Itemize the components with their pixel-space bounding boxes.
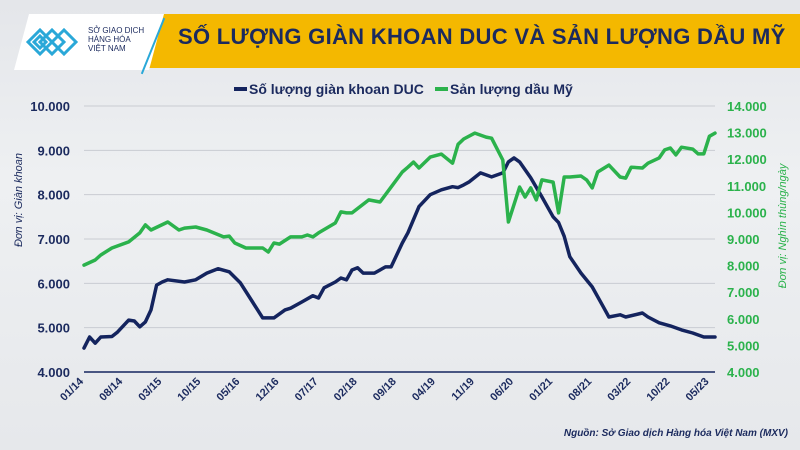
source-note: Nguồn: Sở Giao dịch Hàng hóa Việt Nam (M… — [563, 428, 788, 439]
x-tick-label: 04/19 — [410, 376, 438, 404]
left-tick-label: 10.000 — [30, 99, 70, 114]
oil-production-line — [82, 131, 717, 267]
right-tick-label: 13.000 — [727, 126, 767, 141]
x-tick-label: 07/17 — [293, 376, 321, 404]
x-tick-label: 11/19 — [449, 376, 477, 404]
right-tick-label: 11.000 — [727, 179, 766, 194]
x-tick-label: 08/14 — [97, 375, 126, 404]
left-tick-label: 4.000 — [37, 365, 70, 380]
right-axis-title: Đơn vị: Nghìn thùng/ngày — [777, 162, 789, 288]
right-tick-label: 12.000 — [727, 152, 767, 167]
mxv-logo — [14, 14, 164, 70]
logo-line: VIỆT NAM — [88, 44, 126, 53]
right-tick-label: 5.000 — [727, 338, 760, 353]
legend-label-duc: Số lượng giàn khoan DUC — [249, 81, 424, 97]
right-tick-label: 7.000 — [727, 285, 760, 300]
left-tick-label: 6.000 — [37, 276, 70, 291]
right-tick-label: 4.000 — [727, 365, 760, 380]
title-banner — [78, 14, 800, 68]
right-tick-label: 10.000 — [727, 205, 767, 220]
left-tick-label: 7.000 — [37, 232, 70, 247]
x-tick-label: 03/15 — [136, 376, 164, 404]
duc-count-line — [82, 156, 717, 350]
x-tick-label: 12/16 — [254, 376, 282, 404]
x-tick-label: 10/22 — [644, 376, 672, 404]
x-tick-label: 10/15 — [175, 376, 203, 404]
logo-mark-icon — [25, 27, 79, 57]
chart-title: SỐ LƯỢNG GIÀN KHOAN DUC VÀ SẢN LƯỢNG DẦU… — [178, 24, 786, 49]
left-tick-label: 5.000 — [37, 321, 70, 336]
legend-label-oil: Sản lượng dầu Mỹ — [450, 81, 573, 97]
x-tick-label: 02/18 — [332, 376, 360, 404]
x-tick-label: 09/18 — [371, 376, 399, 404]
logo-line: SỞ GIAO DỊCH — [88, 26, 145, 35]
logo-text: SỞ GIAO DỊCH HÀNG HÓA VIỆT NAM — [88, 26, 144, 53]
right-tick-label: 14.000 — [727, 99, 767, 114]
x-tick-label: 01/21 — [527, 376, 555, 404]
logo-line: HÀNG HÓA — [88, 35, 131, 44]
left-axis-title: Đơn vị: Giàn khoan — [13, 153, 25, 247]
x-tick-label: 08/21 — [566, 376, 594, 404]
x-tick-label: 05/23 — [684, 376, 712, 404]
left-tick-label: 8.000 — [37, 188, 70, 203]
x-tick-label: 05/16 — [215, 376, 243, 404]
x-tick-label: 03/22 — [605, 376, 633, 404]
right-tick-label: 9.000 — [727, 232, 760, 247]
right-tick-label: 8.000 — [727, 259, 760, 274]
x-tick-label: 06/20 — [488, 376, 516, 404]
right-tick-label: 6.000 — [727, 312, 760, 327]
left-tick-label: 9.000 — [37, 143, 70, 158]
